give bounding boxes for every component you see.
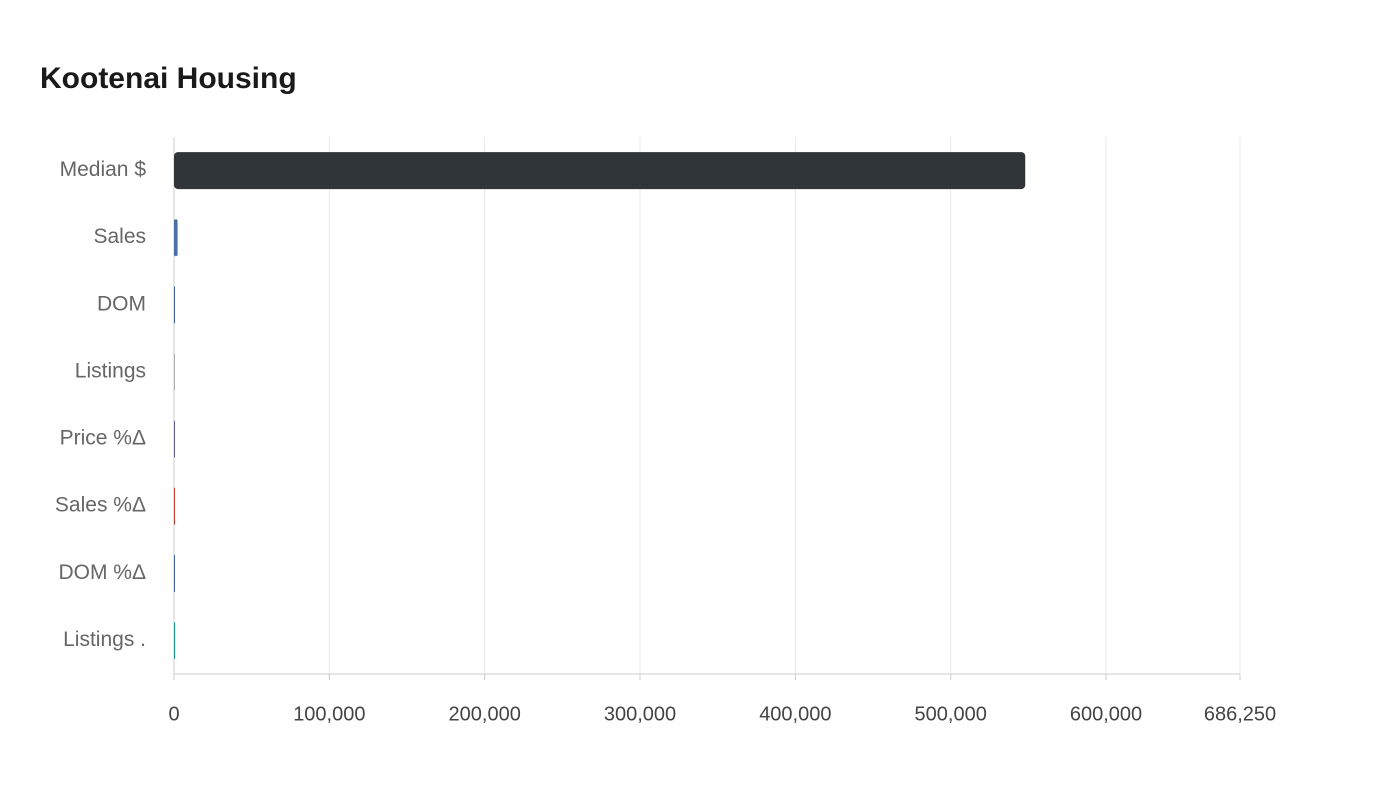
bar (174, 152, 1026, 190)
x-tick-label: 200,000 (449, 703, 521, 725)
bar (174, 420, 175, 458)
x-tick-label: 100,000 (293, 703, 365, 725)
bar (173, 487, 175, 525)
y-tick-label: Price %Δ (60, 427, 146, 450)
y-tick-label: Median $ (60, 158, 147, 181)
y-tick-label: Listings . (63, 628, 146, 651)
x-tick-label: 500,000 (915, 703, 987, 725)
bar (174, 219, 178, 257)
y-tick-label: Sales %Δ (55, 494, 146, 517)
x-tick-label: 686,250 (1204, 703, 1276, 725)
x-tick-label: 0 (168, 703, 179, 725)
y-tick-label: Listings (75, 359, 146, 382)
bar (174, 286, 175, 324)
y-tick-label: DOM (97, 292, 146, 315)
x-tick-label: 300,000 (604, 703, 676, 725)
bar (174, 621, 175, 659)
bar (174, 353, 175, 391)
x-tick-label: 600,000 (1070, 703, 1142, 725)
bar (174, 554, 175, 592)
y-tick-label: DOM %Δ (58, 561, 146, 584)
x-tick-label: 400,000 (759, 703, 831, 725)
chart-title: Kootenai Housing (40, 62, 297, 95)
y-tick-label: Sales (93, 225, 146, 248)
